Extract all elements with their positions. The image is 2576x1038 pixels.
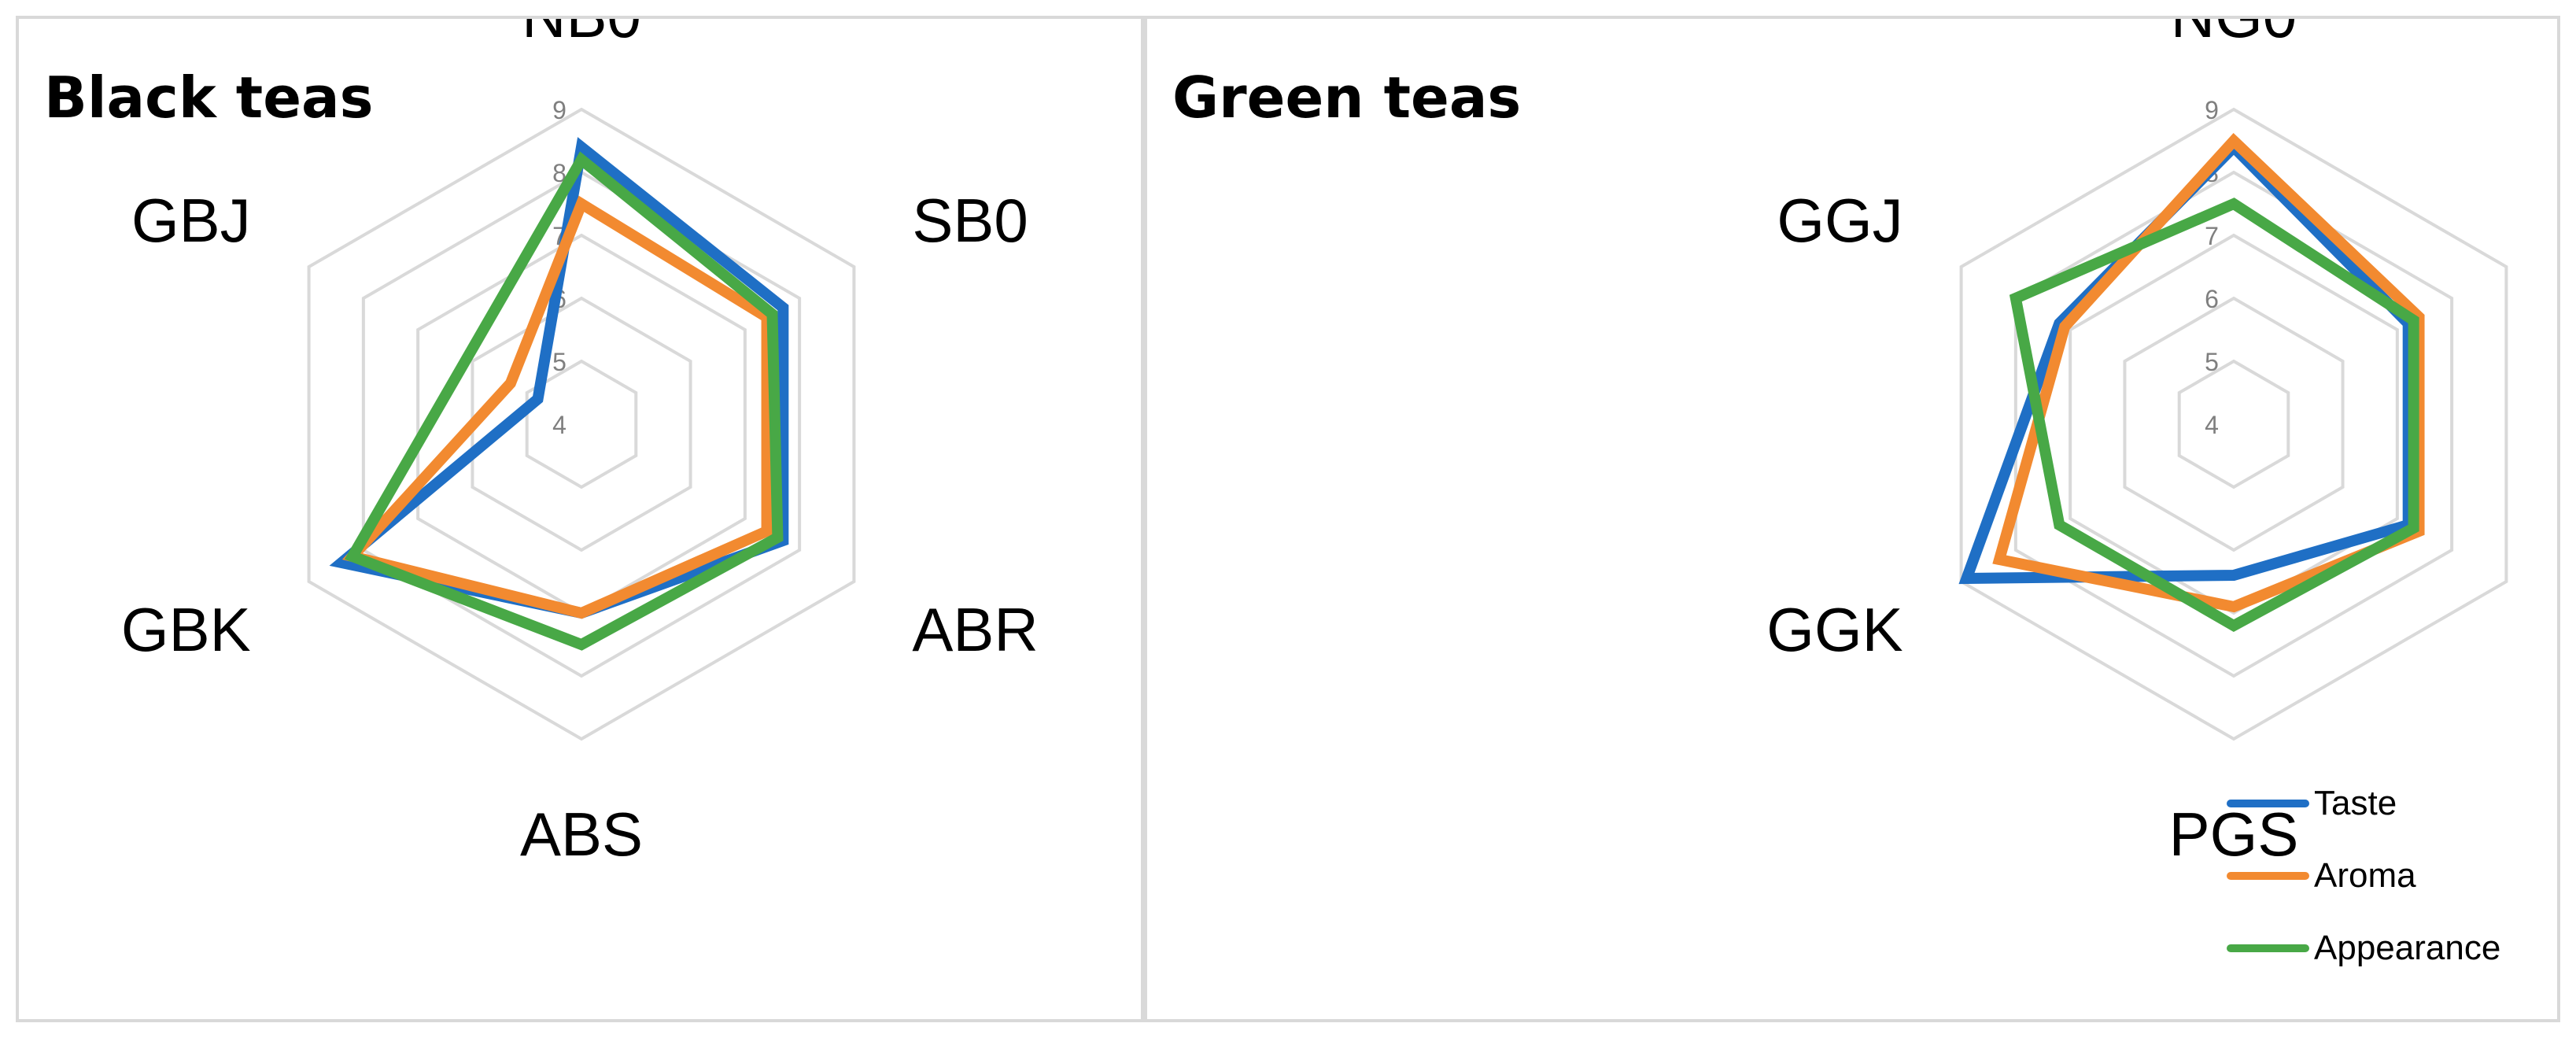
grid-ring-6 [2123,296,2345,552]
axis-label-gbk: GBK [121,595,251,664]
grid-ring-5 [525,359,638,489]
legend-item-taste: Taste [2227,767,2500,840]
axis-label-abr: ABR [912,595,1038,664]
axis-label-pgs: PGS [2169,800,2299,869]
legend-label-appearance: Appearance [2314,929,2501,967]
grid-ring-8 [361,170,802,678]
series-line-appearance [2009,198,2419,633]
series-line-taste [329,137,789,619]
tick-label-5: 5 [2205,348,2219,376]
legend-swatch-aroma [2227,872,2309,880]
green-teas-panel: Green teas 456789NG0SG0PGCPGSGGKGGJ [1144,16,2560,1022]
black-teas-title: Black teas [44,65,374,131]
tick-label-7: 7 [2205,222,2219,250]
axis-label-abs: ABS [520,800,643,869]
series-line-aroma [341,195,773,619]
black-teas-panel: Black teas 456789NB0SB0ABRABSGBKGBJ [16,16,1144,1022]
tick-label-5: 5 [552,348,566,376]
legend-swatch-taste [2227,800,2309,807]
legend-item-appearance: Appearance [2227,912,2500,984]
legend-item-aroma: Aroma [2227,840,2500,912]
grid-ring-5 [2177,359,2290,489]
axis-label-gbj: GBJ [131,186,251,255]
axis-label-sb0: SB0 [912,186,1028,255]
grid-ring-9 [307,107,856,741]
tick-label-6: 6 [2205,285,2219,313]
green-teas-title: Green teas [1172,65,1522,131]
legend: Taste Aroma Appearance [2227,767,2500,984]
legend-swatch-appearance [2227,944,2309,952]
tick-label-9: 9 [552,96,566,124]
axis-label-ng0: NG0 [2171,19,2297,50]
tick-label-4: 4 [2205,411,2219,439]
legend-label-taste: Taste [2314,784,2397,822]
grid-ring-9 [1959,107,2508,741]
grid-ring-8 [2013,170,2454,678]
axis-label-ggj: GGJ [1777,186,1902,255]
grid-ring-6 [471,296,692,552]
series-line-appearance [344,151,784,651]
legend-label-aroma: Aroma [2314,856,2416,895]
tick-label-9: 9 [2205,96,2219,124]
grid-ring-7 [2069,233,2399,615]
black-teas-radar-chart: 456789NB0SB0ABRABSGBKGBJ [121,19,1039,869]
tick-label-8: 8 [552,159,566,187]
axis-label-ggk: GGK [1766,595,1902,664]
green-teas-radar-chart: 456789NG0SG0PGCPGSGGKGGJ [1766,19,2508,869]
axis-label-nb0: NB0 [522,19,641,50]
series-line-aroma [1992,132,2425,613]
tick-label-4: 4 [552,411,566,439]
